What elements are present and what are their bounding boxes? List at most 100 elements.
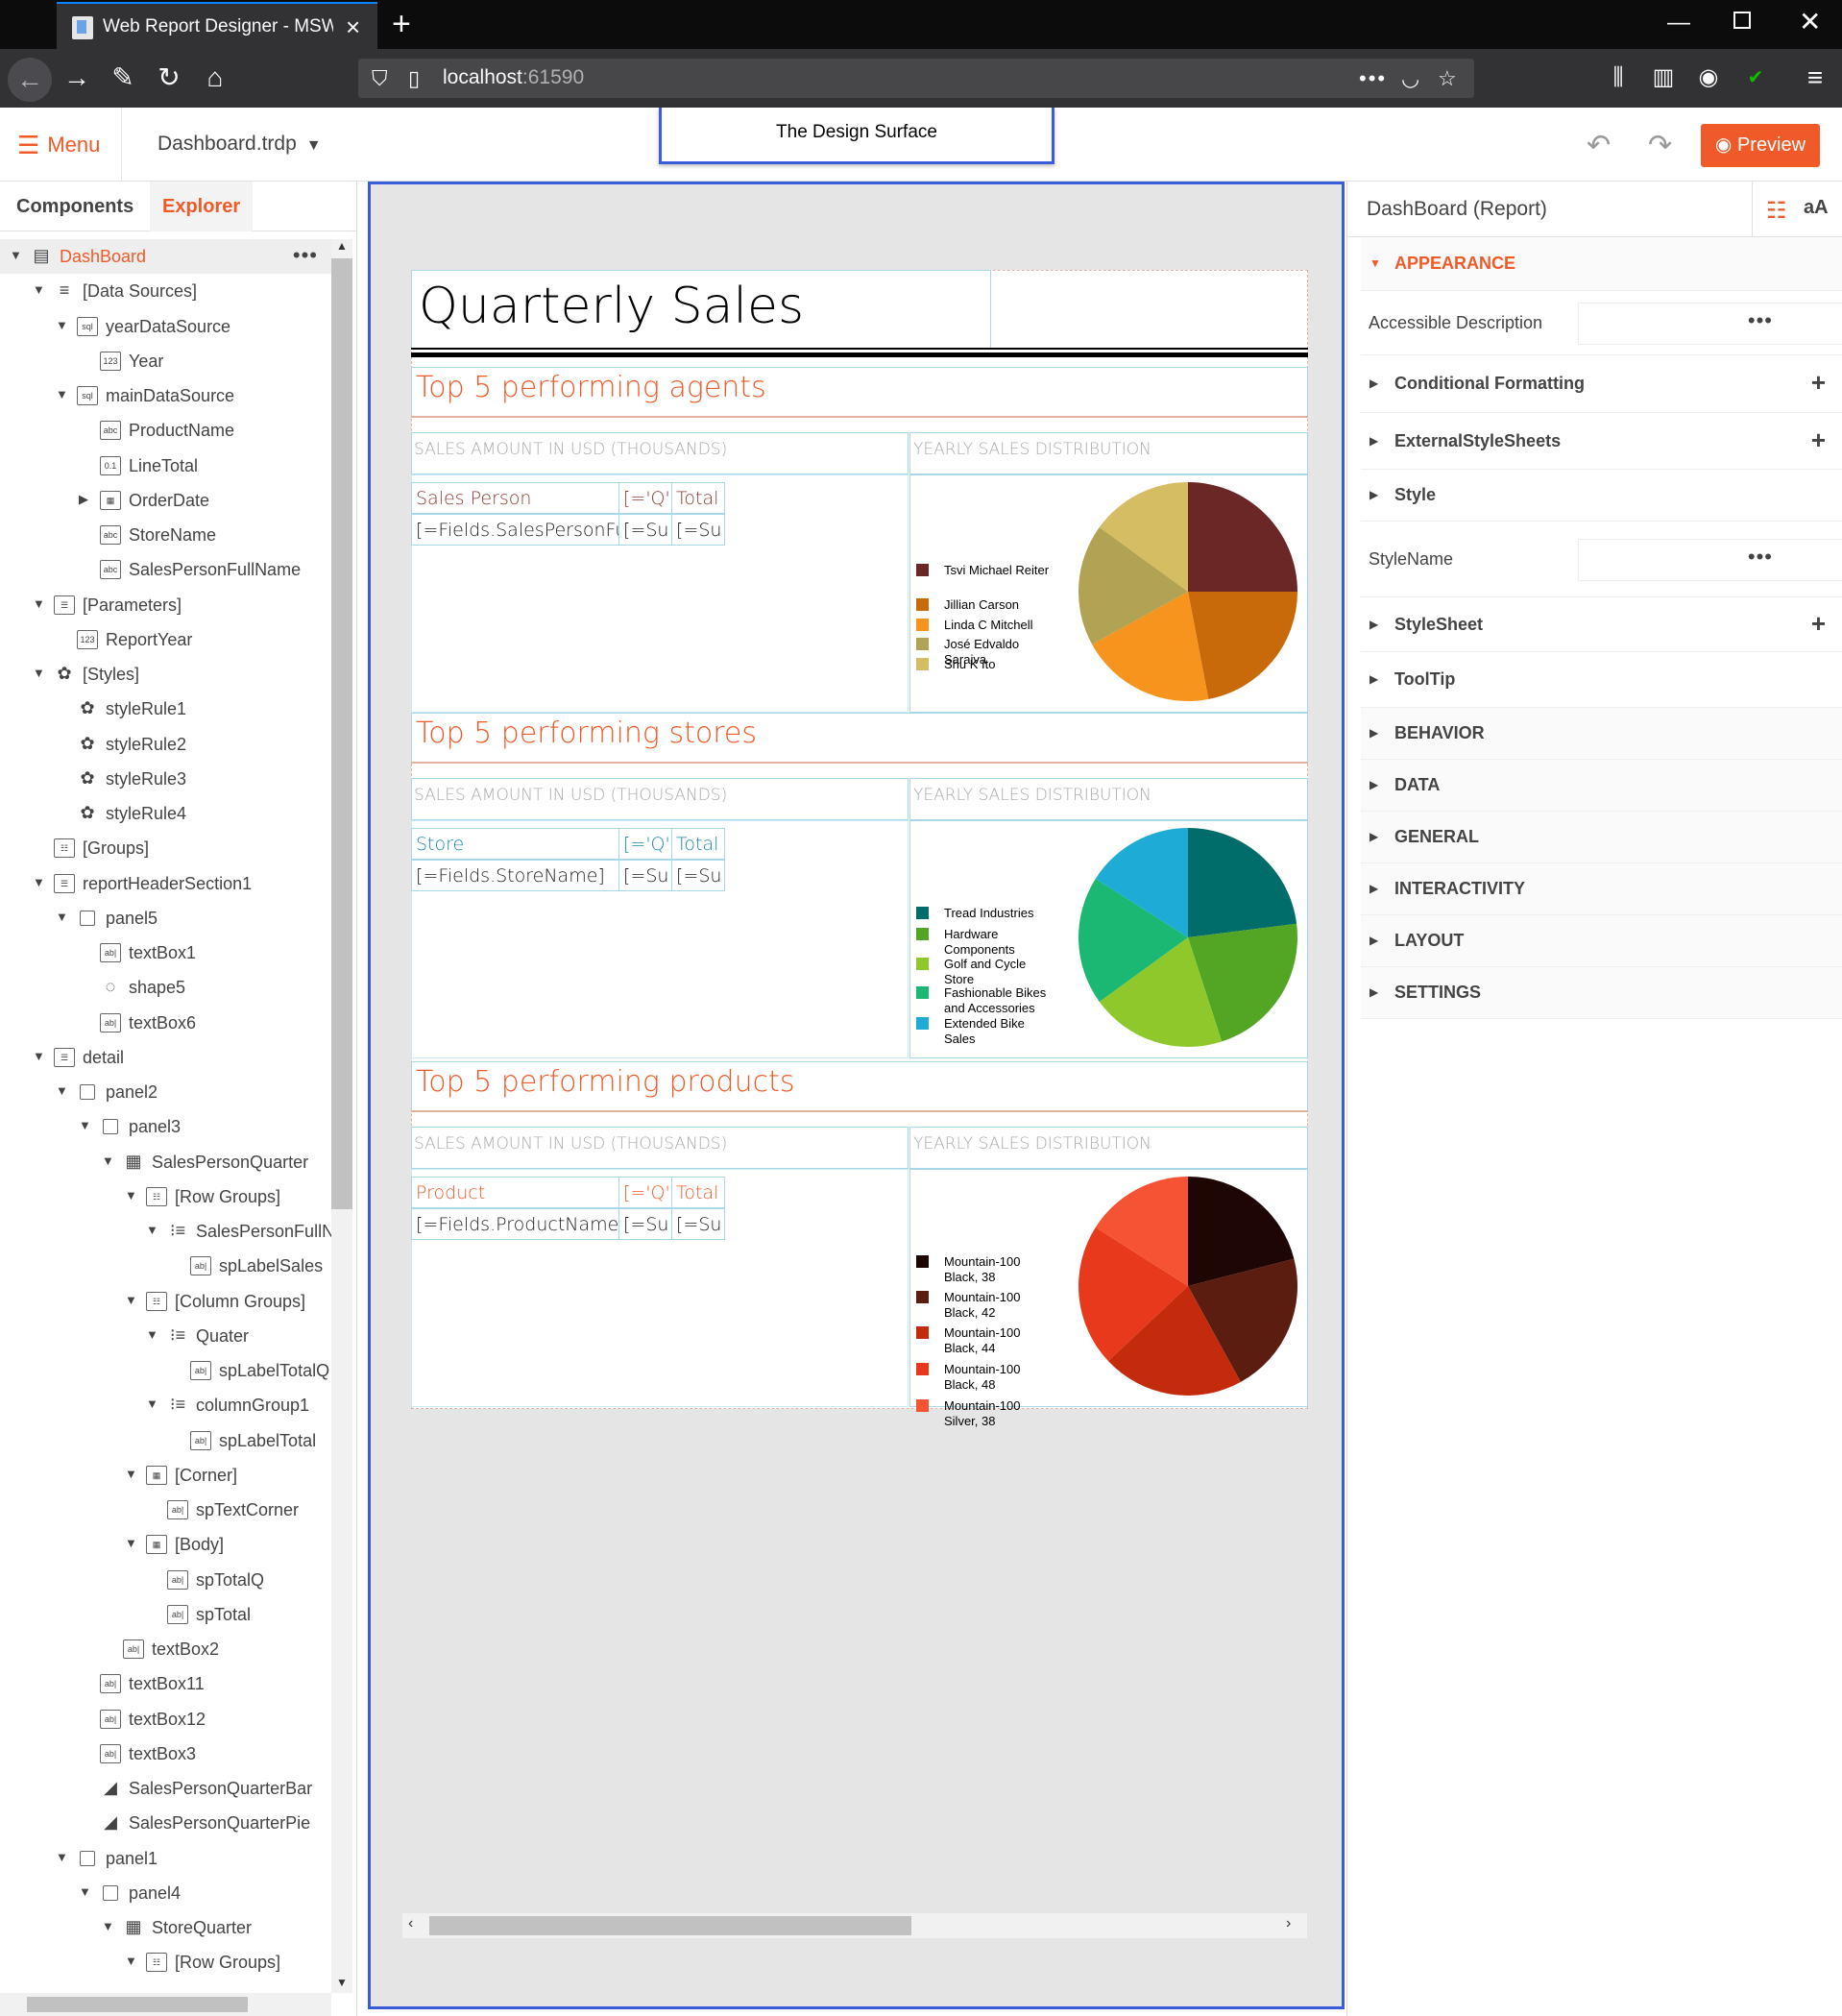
crosstab-field-cell[interactable]: [=Fields.ProductName] — [411, 1208, 619, 1240]
expand-icon[interactable]: ▶ — [1369, 672, 1379, 686]
collapse-icon[interactable]: ▼ — [33, 666, 45, 680]
tree-node[interactable]: ▼ panel1 — [0, 1841, 331, 1876]
collapse-icon[interactable]: ▼ — [33, 874, 45, 889]
ellipsis-icon[interactable]: ••• — [1747, 308, 1773, 332]
tree-node[interactable]: ▼ ☰ reportHeaderSection1 — [0, 866, 331, 901]
pie-chart[interactable] — [1078, 827, 1300, 1050]
bookmark-star-icon[interactable]: ☆ — [1438, 66, 1457, 90]
property-row[interactable]: ▶ ToolTip — [1361, 652, 1842, 708]
subheader-box[interactable] — [411, 432, 909, 474]
shield-icon[interactable]: ⛉ — [372, 66, 388, 90]
collapse-icon[interactable]: ▼ — [79, 1883, 91, 1899]
expand-icon[interactable]: ▶ — [1369, 488, 1379, 501]
collapse-icon[interactable]: ▼ — [125, 1954, 137, 1969]
tree-node[interactable]: ▶ ▦ OrderDate — [0, 483, 331, 518]
close-tab-icon[interactable]: × — [346, 12, 361, 41]
pocket-icon[interactable]: ◡ — [1401, 66, 1420, 90]
wrench-icon[interactable]: ✎ — [111, 62, 134, 92]
subheader-left[interactable]: SALES AMOUNT IN USD (THOUSANDS) — [414, 440, 728, 459]
tree-node[interactable]: ▼ panel5 — [0, 901, 331, 935]
menu-button[interactable]: ☰ Menu — [17, 131, 101, 159]
tree-node[interactable]: ✿ styleRule3 — [0, 762, 331, 796]
expand-icon[interactable]: ▶ — [1369, 830, 1379, 843]
browser-tab[interactable]: Web Report Designer - MSWA... × — [57, 2, 377, 49]
subheader-right[interactable]: YEARLY SALES DISTRIBUTION — [913, 440, 1151, 459]
tab-explorer[interactable]: Explorer — [150, 182, 254, 231]
property-row[interactable]: ▶ StyleSheet + — [1361, 597, 1842, 652]
home-icon[interactable]: ⌂ — [206, 62, 224, 92]
preview-button[interactable]: ◉ Preview — [1701, 124, 1820, 167]
add-icon[interactable]: + — [1810, 425, 1826, 454]
property-row[interactable]: ▶ Style — [1361, 470, 1842, 522]
crosstab-sum-cell[interactable]: [=Su — [618, 860, 672, 891]
account-icon[interactable]: ◉ — [1698, 64, 1719, 90]
chart-panel[interactable] — [909, 1169, 1308, 1407]
property-value-box[interactable]: ••• — [1578, 539, 1842, 581]
tree-node[interactable]: ▼ sql mainDataSource — [0, 378, 331, 413]
extension-icon[interactable]: ✔ — [1747, 67, 1764, 88]
property-category[interactable]: ▶ INTERACTIVITY — [1361, 863, 1842, 915]
tree-node[interactable]: ▼ ▦ [Body] — [0, 1527, 331, 1562]
collapse-icon[interactable]: ▼ — [102, 1919, 114, 1933]
crosstab-total-cell[interactable]: [=Su — [671, 1208, 725, 1240]
property-row[interactable]: StyleName ••• — [1361, 522, 1842, 597]
tree-horizontal-scrollbar[interactable] — [0, 1993, 331, 2016]
tree-vertical-scrollbar[interactable]: ▲ ▼ — [331, 239, 352, 1993]
report-title[interactable]: Quarterly Sales — [419, 278, 805, 335]
crosstab-header-cell[interactable]: Store — [411, 828, 619, 860]
tree-node[interactable]: ▼ panel3 — [0, 1109, 331, 1144]
collapse-icon[interactable]: ▼ — [102, 1153, 114, 1168]
minimize-icon[interactable]: — — [1667, 10, 1690, 36]
tree-node[interactable]: abc ProductName — [0, 413, 331, 448]
more-options-icon[interactable]: ••• — [292, 243, 318, 267]
tree-hscroll-thumb[interactable] — [27, 1997, 248, 2012]
redo-icon[interactable]: ↷ — [1648, 130, 1673, 161]
tree-node[interactable]: ab| spTotalQ — [0, 1563, 331, 1597]
tree-node[interactable]: ab| textBox6 — [0, 1006, 331, 1040]
tree-node[interactable]: ▼ ☰ detail — [0, 1040, 331, 1075]
expand-icon[interactable]: ▶ — [1369, 618, 1379, 631]
table-panel[interactable] — [411, 1169, 909, 1407]
property-row[interactable]: Accessible Description ••• — [1361, 291, 1842, 355]
expand-icon[interactable]: ▶ — [1369, 726, 1379, 740]
collapse-icon[interactable]: ▼ — [79, 1118, 91, 1133]
sidebar-icon[interactable]: ▥ — [1652, 64, 1675, 90]
collapse-icon[interactable]: ▼ — [56, 387, 68, 401]
expand-icon[interactable]: ▶ — [1369, 434, 1379, 448]
crosstab-field-cell[interactable]: [=Fields.SalesPersonFull — [411, 514, 619, 546]
tree-scroll-thumb[interactable] — [331, 258, 352, 1209]
undo-icon[interactable]: ↶ — [1587, 130, 1612, 161]
tree-node[interactable]: ◢ SalesPersonQuarterPie — [0, 1806, 331, 1840]
property-category[interactable]: ▶ DATA — [1361, 760, 1842, 812]
property-category[interactable]: ▶ GENERAL — [1361, 812, 1842, 863]
crosstab-total-cell[interactable]: [=Su — [671, 514, 725, 546]
collapse-icon[interactable]: ▼ — [56, 909, 68, 924]
tree-node[interactable]: ▼ ☷ [Row Groups] — [0, 1179, 331, 1214]
expand-icon[interactable]: ▶ — [1369, 778, 1379, 791]
tree-node[interactable]: abc SalesPersonFullName — [0, 552, 331, 587]
url-bar[interactable]: ⛉ ▯ localhost:61590 ••• ◡ ☆ — [358, 59, 1474, 98]
property-category[interactable]: ▶ SETTINGS — [1361, 967, 1842, 1019]
tree-node[interactable]: ▼ ⁝≡ Quater — [0, 1319, 331, 1353]
design-surface[interactable]: Quarterly Sales Top 5 performing agents S… — [368, 182, 1345, 2009]
tree-node[interactable]: ▼ ▦ SalesPersonQuarter — [0, 1145, 331, 1179]
hamburger-menu-icon[interactable]: ≡ — [1806, 62, 1824, 92]
tree-node[interactable]: ab| spLabelTotal — [0, 1423, 331, 1458]
collapse-icon[interactable]: ▼ — [1369, 256, 1381, 270]
expand-icon[interactable]: ▶ — [1369, 882, 1379, 895]
crosstab-quarter-cell[interactable]: [='Q' — [618, 1177, 672, 1208]
tree-node[interactable]: ▼ ☷ [Column Groups] — [0, 1284, 331, 1319]
tree-node[interactable]: ☷ [Groups] — [0, 831, 331, 865]
collapse-icon[interactable]: ▼ — [146, 1326, 158, 1342]
collapse-icon[interactable]: ▼ — [125, 1292, 137, 1307]
chart-panel[interactable] — [909, 820, 1308, 1058]
surface-scroll-thumb[interactable] — [429, 1916, 911, 1935]
tab-components[interactable]: Components — [16, 196, 134, 217]
tree-node[interactable]: ▼ sql yearDataSource — [0, 309, 331, 344]
add-icon[interactable]: + — [1810, 368, 1826, 397]
tree-node[interactable]: ▼ ≡ [Data Sources] — [0, 274, 331, 308]
crosstab-quarter-cell[interactable]: [='Q' — [618, 828, 672, 860]
tree-node[interactable]: ab| spLabelSales — [0, 1249, 331, 1283]
tree-node[interactable]: ▼ ⁝≡ SalesPersonFullN — [0, 1214, 331, 1249]
scroll-right-icon[interactable]: › — [1286, 1915, 1292, 1931]
